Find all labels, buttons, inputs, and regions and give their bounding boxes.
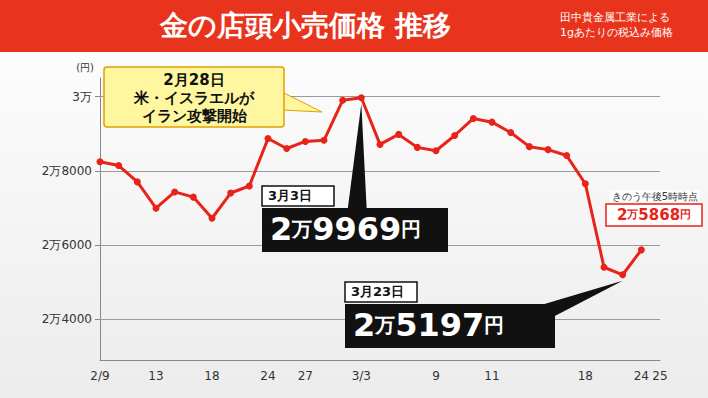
svg-text:田中貴金属工業による: 田中貴金属工業による — [560, 11, 670, 24]
svg-text:9969: 9969 — [312, 210, 401, 248]
svg-text:2月28日: 2月28日 — [163, 71, 224, 89]
svg-text:3/3: 3/3 — [352, 369, 371, 383]
svg-text:9: 9 — [432, 369, 440, 383]
svg-text:2万8000: 2万8000 — [42, 164, 92, 178]
svg-text:円: 円 — [680, 208, 691, 221]
svg-text:27: 27 — [298, 369, 313, 383]
svg-text:25: 25 — [652, 369, 667, 383]
svg-text:3月23日: 3月23日 — [351, 284, 404, 299]
svg-text:2/9: 2/9 — [90, 369, 109, 383]
svg-text:3月3日: 3月3日 — [268, 188, 312, 203]
svg-text:(円): (円) — [76, 62, 94, 73]
svg-text:万: 万 — [626, 208, 638, 221]
svg-text:金の店頭小売価格 推移: 金の店頭小売価格 推移 — [159, 9, 451, 42]
svg-text:5868: 5868 — [638, 206, 680, 224]
svg-text:11: 11 — [484, 369, 499, 383]
svg-text:円: 円 — [484, 313, 504, 337]
svg-text:2万6000: 2万6000 — [42, 238, 92, 252]
svg-text:13: 13 — [148, 369, 163, 383]
svg-text:イラン攻撃開始: イラン攻撃開始 — [142, 107, 248, 125]
svg-text:18: 18 — [578, 369, 593, 383]
svg-text:米・イスラエルが: 米・イスラエルが — [133, 89, 255, 107]
svg-text:円: 円 — [401, 217, 421, 241]
svg-text:24: 24 — [634, 369, 649, 383]
svg-text:2: 2 — [353, 306, 375, 344]
svg-text:18: 18 — [204, 369, 219, 383]
svg-text:2万4000: 2万4000 — [42, 312, 92, 326]
svg-text:2: 2 — [617, 206, 627, 224]
svg-text:1gあたりの税込み価格: 1gあたりの税込み価格 — [560, 26, 673, 39]
svg-text:3万: 3万 — [72, 90, 92, 104]
svg-text:万: 万 — [291, 217, 312, 241]
svg-text:万: 万 — [374, 313, 395, 337]
svg-text:きのう午後5時時点: きのう午後5時時点 — [612, 191, 698, 202]
svg-text:24: 24 — [260, 369, 275, 383]
svg-text:2: 2 — [270, 210, 292, 248]
svg-text:5197: 5197 — [395, 306, 484, 344]
